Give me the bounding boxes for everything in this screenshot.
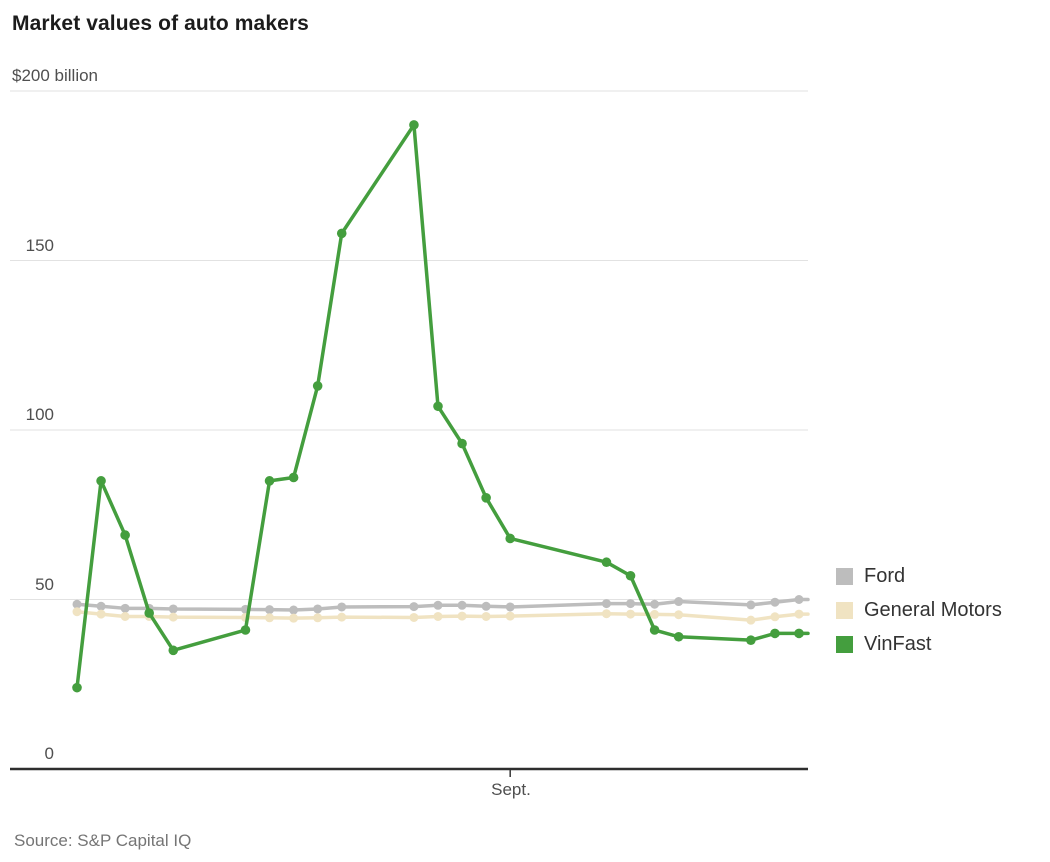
data-point-ford <box>650 599 660 609</box>
data-point-general-motors <box>337 612 347 622</box>
chart-legend: Ford General Motors VinFast <box>836 564 1002 666</box>
data-point-vinfast <box>457 438 467 449</box>
data-point-general-motors <box>481 611 491 621</box>
data-point-ford <box>433 600 443 610</box>
data-point-general-motors <box>650 609 660 619</box>
data-point-general-motors <box>313 613 323 623</box>
data-point-vinfast <box>96 476 106 486</box>
legend-label: Ford <box>864 564 906 587</box>
data-point-ford <box>96 601 106 611</box>
legend-item-ford: Ford <box>836 564 1002 588</box>
data-point-general-motors <box>505 611 515 621</box>
data-point-vinfast <box>288 472 299 483</box>
data-point-general-motors <box>746 615 756 625</box>
data-point-ford <box>168 604 178 614</box>
data-point-vinfast <box>625 570 636 581</box>
data-point-vinfast <box>144 608 154 618</box>
legend-label: VinFast <box>864 632 932 655</box>
data-point-vinfast <box>264 476 275 486</box>
data-point-general-motors <box>626 609 636 619</box>
x-axis-month-label: Sept. <box>491 780 531 799</box>
y-tick-label: 100 <box>25 405 54 424</box>
data-point-vinfast <box>601 557 612 568</box>
vinfast-swatch-icon <box>836 635 853 653</box>
data-point-general-motors <box>770 612 780 622</box>
data-point-general-motors <box>601 609 611 619</box>
series-line-general-motors <box>75 609 810 622</box>
legend-item-vinfast: VinFast <box>836 632 1002 656</box>
data-point-vinfast <box>794 628 804 639</box>
chart-title: Market values of auto makers <box>12 12 309 35</box>
data-point-general-motors <box>265 613 275 623</box>
data-point-ford <box>505 602 515 612</box>
general-motors-swatch-icon <box>836 601 853 619</box>
data-point-general-motors <box>433 611 443 621</box>
data-point-vinfast <box>312 381 323 391</box>
data-point-ford <box>481 601 491 611</box>
ford-swatch-icon <box>836 567 853 585</box>
data-point-ford <box>409 602 419 612</box>
legend-label: General Motors <box>864 598 1002 621</box>
legend-item-general-motors: General Motors <box>836 598 1002 622</box>
data-point-vinfast <box>433 401 443 412</box>
data-point-ford <box>289 605 299 615</box>
source-attribution: Source: S&P Capital IQ <box>14 831 192 850</box>
data-point-ford <box>457 600 467 610</box>
data-point-vinfast <box>673 631 684 642</box>
data-point-vinfast <box>120 530 130 540</box>
data-point-ford <box>265 605 275 615</box>
data-point-ford <box>626 599 636 609</box>
data-point-ford <box>746 600 756 610</box>
data-point-vinfast <box>240 625 251 635</box>
y-tick-label: $200 billion <box>12 66 99 85</box>
data-point-vinfast <box>481 493 491 503</box>
y-tick-label: 0 <box>44 744 54 763</box>
data-point-general-motors <box>168 612 178 622</box>
data-point-general-motors <box>289 613 299 623</box>
data-point-vinfast <box>770 628 780 639</box>
data-point-ford <box>337 602 347 612</box>
data-point-general-motors <box>794 609 804 619</box>
y-tick-label: 150 <box>25 235 54 255</box>
data-point-general-motors <box>96 609 106 619</box>
data-point-vinfast <box>746 635 756 645</box>
data-point-ford <box>674 597 684 607</box>
data-point-ford <box>120 603 130 613</box>
data-point-vinfast <box>168 645 179 656</box>
data-point-ford <box>770 597 780 607</box>
series-line-ford <box>75 597 810 612</box>
data-point-ford <box>794 595 804 604</box>
y-tick-label: 50 <box>35 574 54 594</box>
data-point-general-motors <box>120 611 130 621</box>
data-point-general-motors <box>457 611 467 621</box>
data-point-vinfast <box>649 625 660 635</box>
data-point-ford <box>72 599 82 609</box>
data-point-general-motors <box>409 612 419 622</box>
data-point-ford <box>601 599 611 609</box>
data-point-general-motors <box>674 610 684 620</box>
data-point-vinfast <box>336 228 347 239</box>
data-point-ford <box>313 604 323 614</box>
data-point-vinfast <box>505 533 515 544</box>
data-point-general-motors <box>72 607 82 617</box>
data-point-vinfast <box>72 682 82 693</box>
data-point-vinfast <box>409 120 419 130</box>
